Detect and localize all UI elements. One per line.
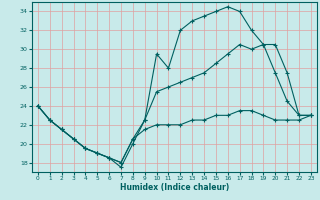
X-axis label: Humidex (Indice chaleur): Humidex (Indice chaleur) — [120, 183, 229, 192]
